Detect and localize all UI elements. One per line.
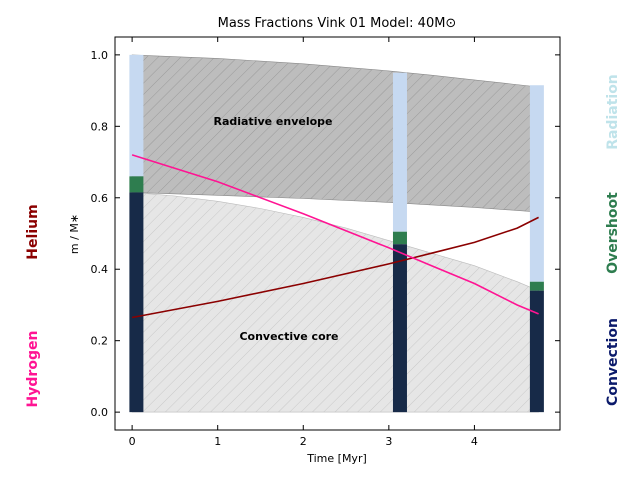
- y-tick-label: 0.4: [91, 263, 109, 276]
- overshoot-bar-1: [392, 231, 407, 245]
- convection-bar-1: [392, 244, 407, 413]
- x-tick-label: 4: [471, 435, 478, 448]
- y-tick-label: 0.6: [91, 192, 109, 205]
- radiation-bar-1: [392, 72, 407, 232]
- helium-side-label: Helium: [25, 204, 41, 259]
- convection-bar-2: [529, 290, 544, 413]
- convection-side-label: Convection: [605, 318, 621, 406]
- y-axis: 0.0 0.2 0.4 0.6 0.8 1.0: [91, 49, 560, 419]
- y-tick-label: 0.2: [91, 335, 109, 348]
- hydrogen-series-line: [131, 154, 539, 315]
- x-tick-label: 3: [385, 435, 392, 448]
- y-tick-label: 0.0: [91, 406, 109, 419]
- overshoot-side-label: Overshoot: [605, 192, 621, 274]
- radiative-envelope-label: Radiative envelope: [213, 115, 332, 128]
- chart-title: Mass Fractions Vink 01 Model: 40M⊙: [218, 16, 457, 31]
- hydrogen-side-label: Hydrogen: [25, 331, 41, 408]
- radiation-bar-2: [529, 85, 544, 282]
- overshoot-bar-2: [529, 281, 544, 291]
- radiative-envelope-area: [131, 54, 539, 213]
- convection-bar-0: [129, 192, 144, 413]
- convective-core-area: [131, 192, 539, 413]
- x-axis: 0 1 2 3 4: [129, 37, 478, 448]
- x-axis-label: Time [Myr]: [306, 452, 367, 465]
- y-tick-label: 1.0: [91, 49, 109, 62]
- y-tick-label: 0.8: [91, 120, 109, 133]
- x-tick-label: 0: [129, 435, 136, 448]
- radiation-side-label: Radiation: [605, 74, 621, 150]
- helium-series-line: [131, 216, 539, 319]
- x-tick-label: 2: [300, 435, 307, 448]
- x-tick-label: 1: [214, 435, 221, 448]
- radiation-bar-0: [129, 54, 144, 177]
- y-axis-label: m / M∗: [68, 214, 81, 254]
- overshoot-bar-0: [129, 176, 144, 193]
- convective-core-label: Convective core: [239, 330, 338, 343]
- plot-frame: [114, 36, 561, 431]
